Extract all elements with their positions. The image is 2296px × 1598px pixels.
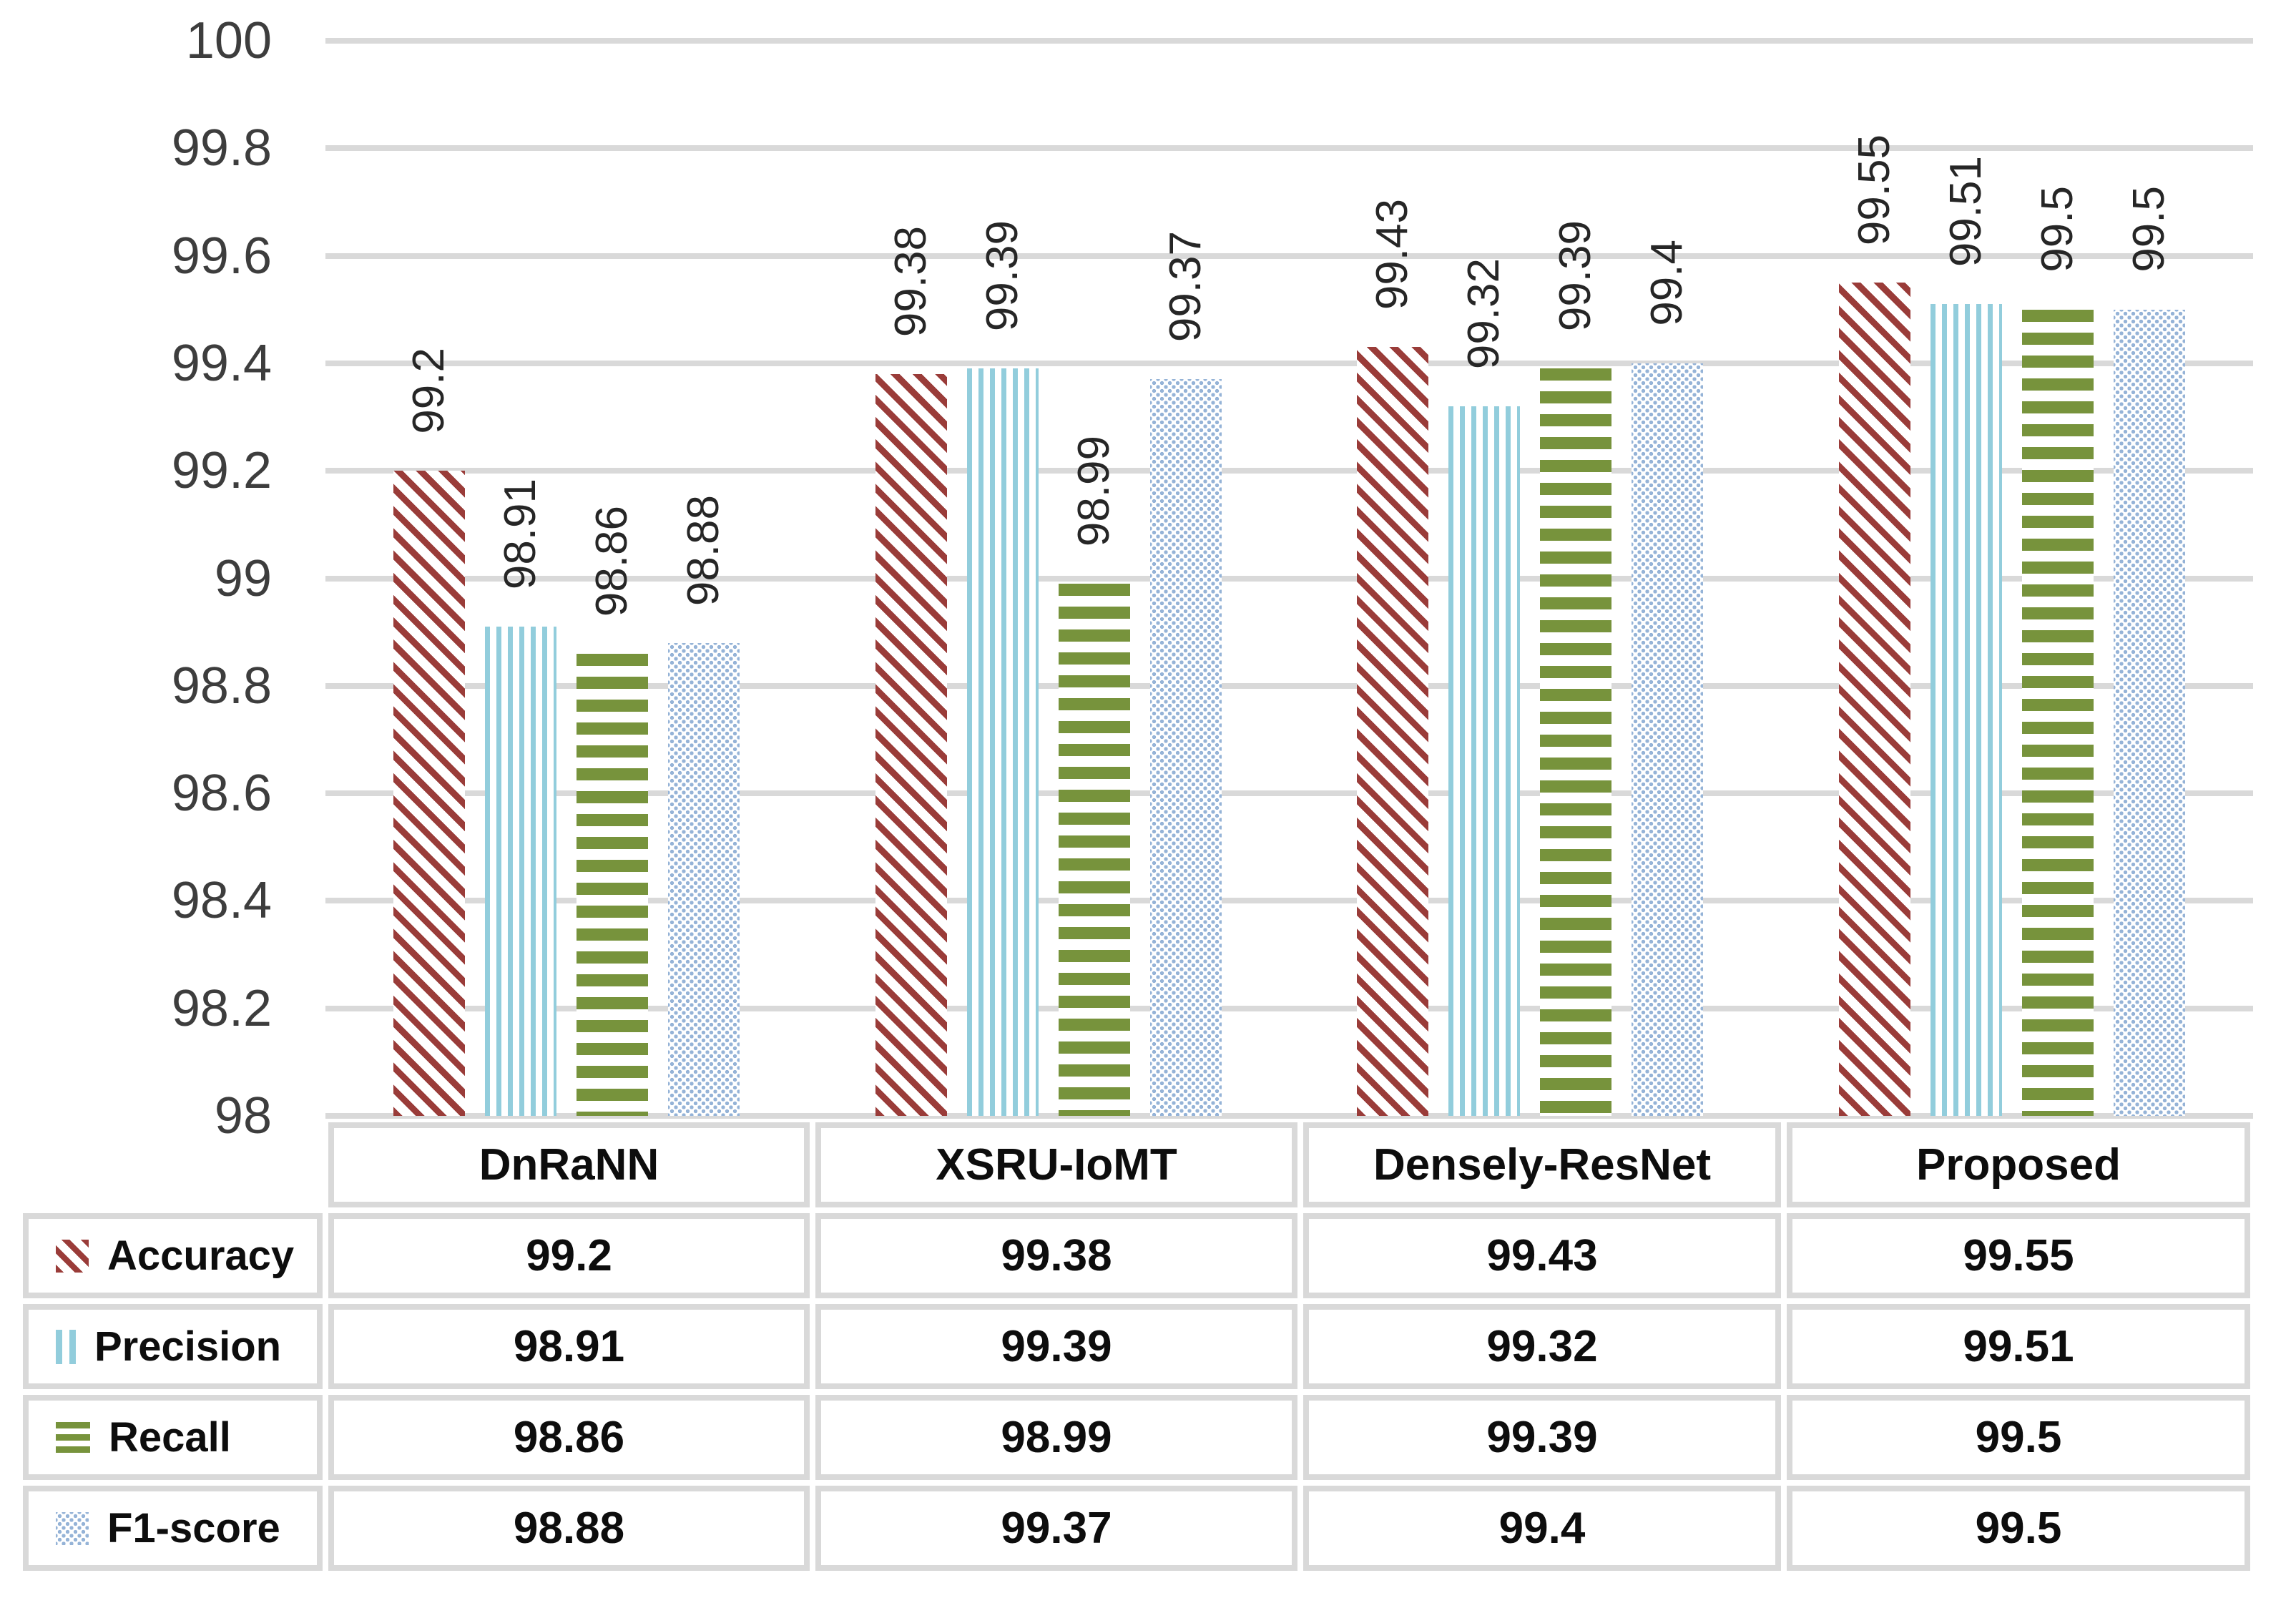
bar-precision-xsru-iomt [966,368,1039,1116]
bar-recall-xsru-iomt [1058,584,1130,1116]
bar-f1-score-dnrann [667,642,740,1116]
table-cell-accuracy-dnrann: 99.2 [328,1213,810,1298]
bar-value-label: 99.55 [1850,134,1900,246]
accuracy-swatch-icon [56,1239,89,1273]
gridline [325,253,2253,259]
bar-value-label: 98.88 [678,494,728,606]
bar-value-label: 98.91 [495,478,545,590]
y-axis-tick-label: 98.8 [171,657,272,715]
y-axis-tick-label: 99.4 [171,334,272,392]
table-column-header-dnrann: DnRaNN [328,1122,810,1207]
y-axis-tick-label: 99.2 [171,442,272,500]
bar-accuracy-proposed [1839,283,1911,1116]
y-axis-tick-label: 98 [214,1087,272,1144]
table-cell-recall-densely-resnet: 99.39 [1303,1395,1781,1480]
bar-value-label: 99.39 [977,220,1027,332]
f1-score-swatch-icon [56,1511,89,1545]
gridline [325,575,2253,582]
bar-value-label: 98.86 [587,505,637,617]
bar-value-label: 99.51 [1941,156,1991,268]
y-axis-tick-label: 98.4 [171,872,272,930]
gridline [325,360,2253,366]
bar-value-label: 99.4 [1642,240,1692,326]
y-axis-tick-label: 98.2 [171,979,272,1037]
bar-value-label: 99.37 [1160,231,1210,343]
table-cell-accuracy-proposed: 99.55 [1787,1213,2250,1298]
table-cell-accuracy-xsru-iomt: 99.38 [815,1213,1297,1298]
bar-value-label: 99.32 [1459,258,1509,370]
bar-precision-dnrann [484,627,556,1116]
bar-value-label: 98.99 [1069,435,1119,547]
bar-recall-dnrann [576,653,648,1116]
legend-item-label: Precision [94,1323,282,1370]
bar-recall-densely-resnet [1540,368,1612,1116]
bar-f1-score-proposed [2114,309,2186,1116]
y-axis-tick-label: 99.8 [171,119,272,177]
bar-value-label: 99.39 [1551,220,1601,332]
y-axis-tick-label: 99 [214,549,272,607]
bar-precision-proposed [1930,304,2003,1116]
table-cell-recall-proposed: 99.5 [1787,1395,2250,1480]
bar-value-label: 99.43 [1368,199,1418,310]
gridline [325,682,2253,689]
gridline [325,145,2253,152]
bar-accuracy-xsru-iomt [875,373,947,1116]
y-axis: 100 99.8 99.6 99.4 99.2 99 98.8 98.6 98.4 98.2 98 [0,0,279,1598]
gridline [325,468,2253,474]
legend-item-label: Recall [109,1414,231,1461]
recall-swatch-icon [56,1422,90,1453]
legend-item-label: F1-score [107,1505,280,1552]
bar-f1-score-densely-resnet [1632,363,1704,1116]
y-axis-tick-label: 98.6 [171,765,272,823]
table-cell-precision-xsru-iomt: 99.39 [815,1304,1297,1389]
table-cell-recall-xsru-iomt: 98.99 [815,1395,1297,1480]
bar-precision-densely-resnet [1448,406,1521,1116]
legend-item-label: Accuracy [107,1232,295,1279]
precision-swatch-icon [56,1329,76,1364]
gridline [325,898,2253,904]
table-cell-f1-score-dnrann: 98.88 [328,1486,810,1571]
table-column-header-proposed: Proposed [1787,1122,2250,1207]
y-axis-tick-label: 99.6 [171,227,272,285]
bar-accuracy-densely-resnet [1357,347,1429,1116]
table-cell-f1-score-densely-resnet: 99.4 [1303,1486,1781,1571]
bar-value-label: 99.5 [2124,186,2174,273]
bar-value-label: 99.38 [885,225,936,337]
bar-f1-score-xsru-iomt [1149,379,1222,1116]
bar-value-label: 99.5 [2033,186,2083,273]
gridline [325,1113,2253,1119]
table-cell-f1-score-proposed: 99.5 [1787,1486,2250,1571]
bar-value-label: 99.2 [403,347,453,434]
legend-item-accuracy: Accuracy [23,1213,323,1298]
bar-accuracy-dnrann [393,471,465,1116]
table-cell-accuracy-densely-resnet: 99.43 [1303,1213,1781,1298]
plot-area: 99.2 98.91 98.86 98.88 99.38 99.39 98.99 99.37 9… [325,38,2253,1119]
legend-item-precision: Precision [23,1304,323,1389]
bar-recall-proposed [2022,309,2094,1116]
gridline [325,38,2253,44]
table-column-header-xsru-iomt: XSRU-IoMT [815,1122,1297,1207]
table-cell-precision-proposed: 99.51 [1787,1304,2250,1389]
y-axis-tick-label: 100 [185,12,272,69]
table-cell-precision-dnrann: 98.91 [328,1304,810,1389]
gridline [325,1005,2253,1011]
legend-item-recall: Recall [23,1395,323,1480]
table-column-header-densely-resnet: Densely-ResNet [1303,1122,1781,1207]
gridline [325,790,2253,797]
table-cell-f1-score-xsru-iomt: 99.37 [815,1486,1297,1571]
table-cell-precision-densely-resnet: 99.32 [1303,1304,1781,1389]
table-cell-recall-dnrann: 98.86 [328,1395,810,1480]
legend-item-f1-score: F1-score [23,1486,323,1571]
